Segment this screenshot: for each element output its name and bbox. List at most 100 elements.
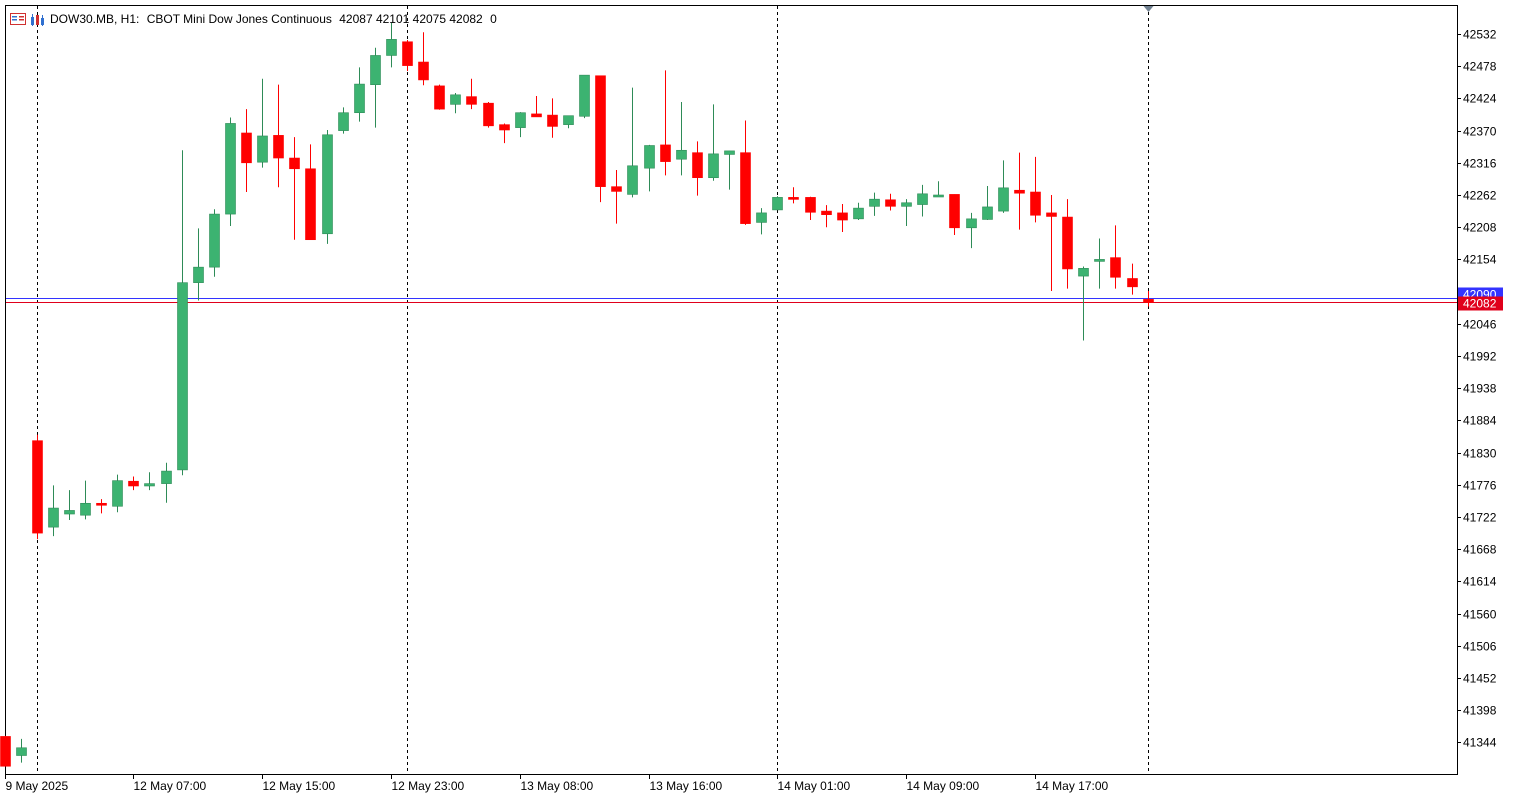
candle-body xyxy=(16,747,27,756)
candle[interactable] xyxy=(869,192,880,216)
candle[interactable] xyxy=(354,67,365,122)
candle[interactable] xyxy=(563,115,574,129)
candle[interactable] xyxy=(515,112,526,138)
candle-body xyxy=(322,134,333,235)
candle[interactable] xyxy=(80,480,91,520)
candle[interactable] xyxy=(305,144,316,241)
candle[interactable] xyxy=(788,187,799,204)
price-tick-label: 41830 xyxy=(1463,447,1497,461)
candle[interactable] xyxy=(837,203,848,232)
price-tick-label: 42208 xyxy=(1463,221,1497,235)
candle[interactable] xyxy=(1094,238,1105,289)
candle[interactable] xyxy=(821,205,832,228)
candle[interactable] xyxy=(692,141,703,196)
candle[interactable] xyxy=(595,75,606,203)
candle[interactable] xyxy=(933,181,944,198)
candle[interactable] xyxy=(289,137,300,240)
candle[interactable] xyxy=(1046,195,1057,292)
candle[interactable] xyxy=(418,32,429,86)
candle[interactable] xyxy=(64,490,75,520)
candle[interactable] xyxy=(0,735,11,767)
candle[interactable] xyxy=(338,107,349,134)
candle[interactable] xyxy=(917,184,928,217)
time-axis[interactable]: 9 May 2025 12 May 07:00 12 May 15:00 12 May… xyxy=(5,775,1109,793)
candle[interactable] xyxy=(483,101,494,128)
candle[interactable] xyxy=(144,472,155,491)
candle[interactable] xyxy=(32,434,43,540)
candles[interactable] xyxy=(0,22,1154,767)
price-tick-label: 41938 xyxy=(1463,382,1497,396)
svg-text:42082: 42082 xyxy=(1463,297,1497,311)
candle[interactable] xyxy=(740,120,751,225)
price-axis[interactable]: 42532 42478 42424 42370 42316 42262 42208 42154… xyxy=(1457,28,1503,750)
candle[interactable] xyxy=(531,96,542,118)
candle[interactable] xyxy=(161,462,172,503)
candle[interactable] xyxy=(805,196,816,221)
candle[interactable] xyxy=(579,74,590,119)
candle[interactable] xyxy=(1030,156,1041,223)
candle[interactable] xyxy=(756,208,767,235)
candle[interactable] xyxy=(16,738,27,763)
candle[interactable] xyxy=(885,193,896,211)
candle[interactable] xyxy=(676,101,687,176)
candle-body xyxy=(595,75,606,187)
candle[interactable] xyxy=(772,196,783,211)
chart-window-menu-icon[interactable] xyxy=(10,13,26,25)
candle[interactable] xyxy=(611,169,622,224)
candle[interactable] xyxy=(644,144,655,192)
candle-body xyxy=(128,480,139,487)
candle-body xyxy=(644,145,655,169)
candle[interactable] xyxy=(225,117,236,227)
candle[interactable] xyxy=(1014,152,1025,230)
candle[interactable] xyxy=(193,228,204,301)
candle[interactable] xyxy=(1078,266,1089,341)
candle[interactable] xyxy=(499,123,510,144)
candle[interactable] xyxy=(853,202,864,221)
candle[interactable] xyxy=(724,150,735,190)
candle[interactable] xyxy=(966,212,977,249)
candle[interactable] xyxy=(1143,291,1154,307)
time-tick-label: 9 May 2025 xyxy=(6,779,69,793)
candle[interactable] xyxy=(96,499,107,514)
candle-body xyxy=(450,94,461,105)
candle-body xyxy=(434,85,445,110)
candle[interactable] xyxy=(982,186,993,221)
candle[interactable] xyxy=(273,84,284,188)
price-tick-label: 42154 xyxy=(1463,253,1497,267)
candle[interactable] xyxy=(322,130,333,244)
candle[interactable] xyxy=(547,98,558,138)
candle[interactable] xyxy=(1062,199,1073,289)
candle[interactable] xyxy=(1127,263,1138,295)
candle[interactable] xyxy=(209,209,220,277)
candle[interactable] xyxy=(177,150,188,476)
candle[interactable] xyxy=(112,474,123,513)
candle[interactable] xyxy=(1110,225,1121,289)
candle[interactable] xyxy=(450,93,461,114)
candle-body xyxy=(885,199,896,207)
candle[interactable] xyxy=(627,87,638,198)
bar-chart-type-icon[interactable] xyxy=(30,13,46,26)
candle[interactable] xyxy=(466,78,477,110)
candle-body xyxy=(499,124,510,131)
candle[interactable] xyxy=(998,160,1009,213)
candle[interactable] xyxy=(241,109,252,193)
candle-body xyxy=(1127,278,1138,288)
candle[interactable] xyxy=(370,47,381,128)
candle[interactable] xyxy=(257,78,268,168)
candle[interactable] xyxy=(128,476,139,491)
candle[interactable] xyxy=(660,70,671,176)
price-tick-label: 42478 xyxy=(1463,60,1497,74)
candle[interactable] xyxy=(402,39,413,71)
candle[interactable] xyxy=(901,199,912,227)
candle[interactable] xyxy=(708,104,719,181)
candle[interactable] xyxy=(949,194,960,235)
candle[interactable] xyxy=(386,22,397,68)
candle-body xyxy=(531,113,542,118)
candle[interactable] xyxy=(48,485,59,537)
candle[interactable] xyxy=(434,84,445,110)
candle-body xyxy=(466,96,477,105)
price-tick-label: 41560 xyxy=(1463,608,1497,622)
candle-body xyxy=(756,212,767,223)
